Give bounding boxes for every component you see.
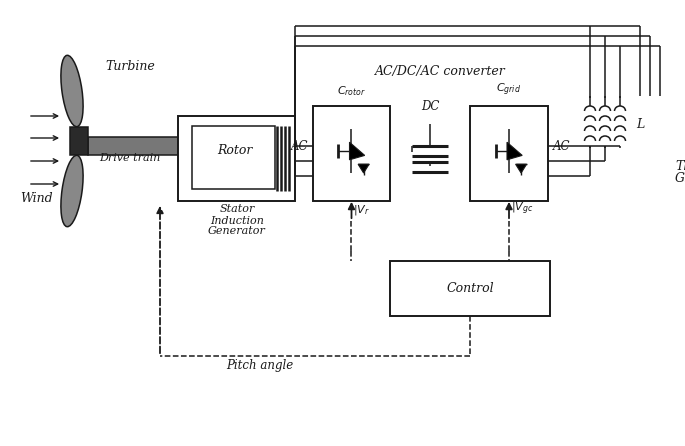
Polygon shape <box>358 164 369 173</box>
Bar <box>390 261 550 316</box>
Text: Generator: Generator <box>208 226 266 236</box>
Bar <box>70 127 88 155</box>
Text: Induction: Induction <box>210 216 264 226</box>
Text: Three: Three <box>675 160 685 173</box>
Text: Drive train: Drive train <box>99 153 160 163</box>
Text: $\mathit{C}_{\mathit{grid}}$: $\mathit{C}_{\mathit{grid}}$ <box>497 82 521 98</box>
Text: AC: AC <box>291 140 309 153</box>
Ellipse shape <box>61 55 83 127</box>
Polygon shape <box>349 142 364 160</box>
Text: Pitch angle: Pitch angle <box>226 359 294 372</box>
Text: Rotor: Rotor <box>217 145 253 157</box>
Text: $|V_r$: $|V_r$ <box>353 203 371 217</box>
Ellipse shape <box>61 155 83 227</box>
Text: Control: Control <box>446 282 494 295</box>
Text: Stator: Stator <box>219 204 255 214</box>
Bar <box>470 106 548 201</box>
Text: Grid: Grid <box>675 172 685 185</box>
Bar <box>192 126 275 189</box>
Text: AC: AC <box>553 140 571 153</box>
Bar <box>313 106 390 201</box>
Polygon shape <box>516 164 527 173</box>
Bar <box>178 116 295 201</box>
Polygon shape <box>507 142 522 160</box>
Bar <box>88 137 178 155</box>
Text: DC: DC <box>421 99 439 112</box>
Text: L: L <box>636 117 645 131</box>
Text: AC/DC/AC converter: AC/DC/AC converter <box>375 65 506 78</box>
Text: Turbine: Turbine <box>105 59 155 73</box>
Text: $\mathit{C}_{\mathit{rotor}}$: $\mathit{C}_{\mathit{rotor}}$ <box>337 84 366 98</box>
Text: $|V_{gc}$: $|V_{gc}$ <box>511 201 534 217</box>
Text: Wind: Wind <box>20 191 53 205</box>
